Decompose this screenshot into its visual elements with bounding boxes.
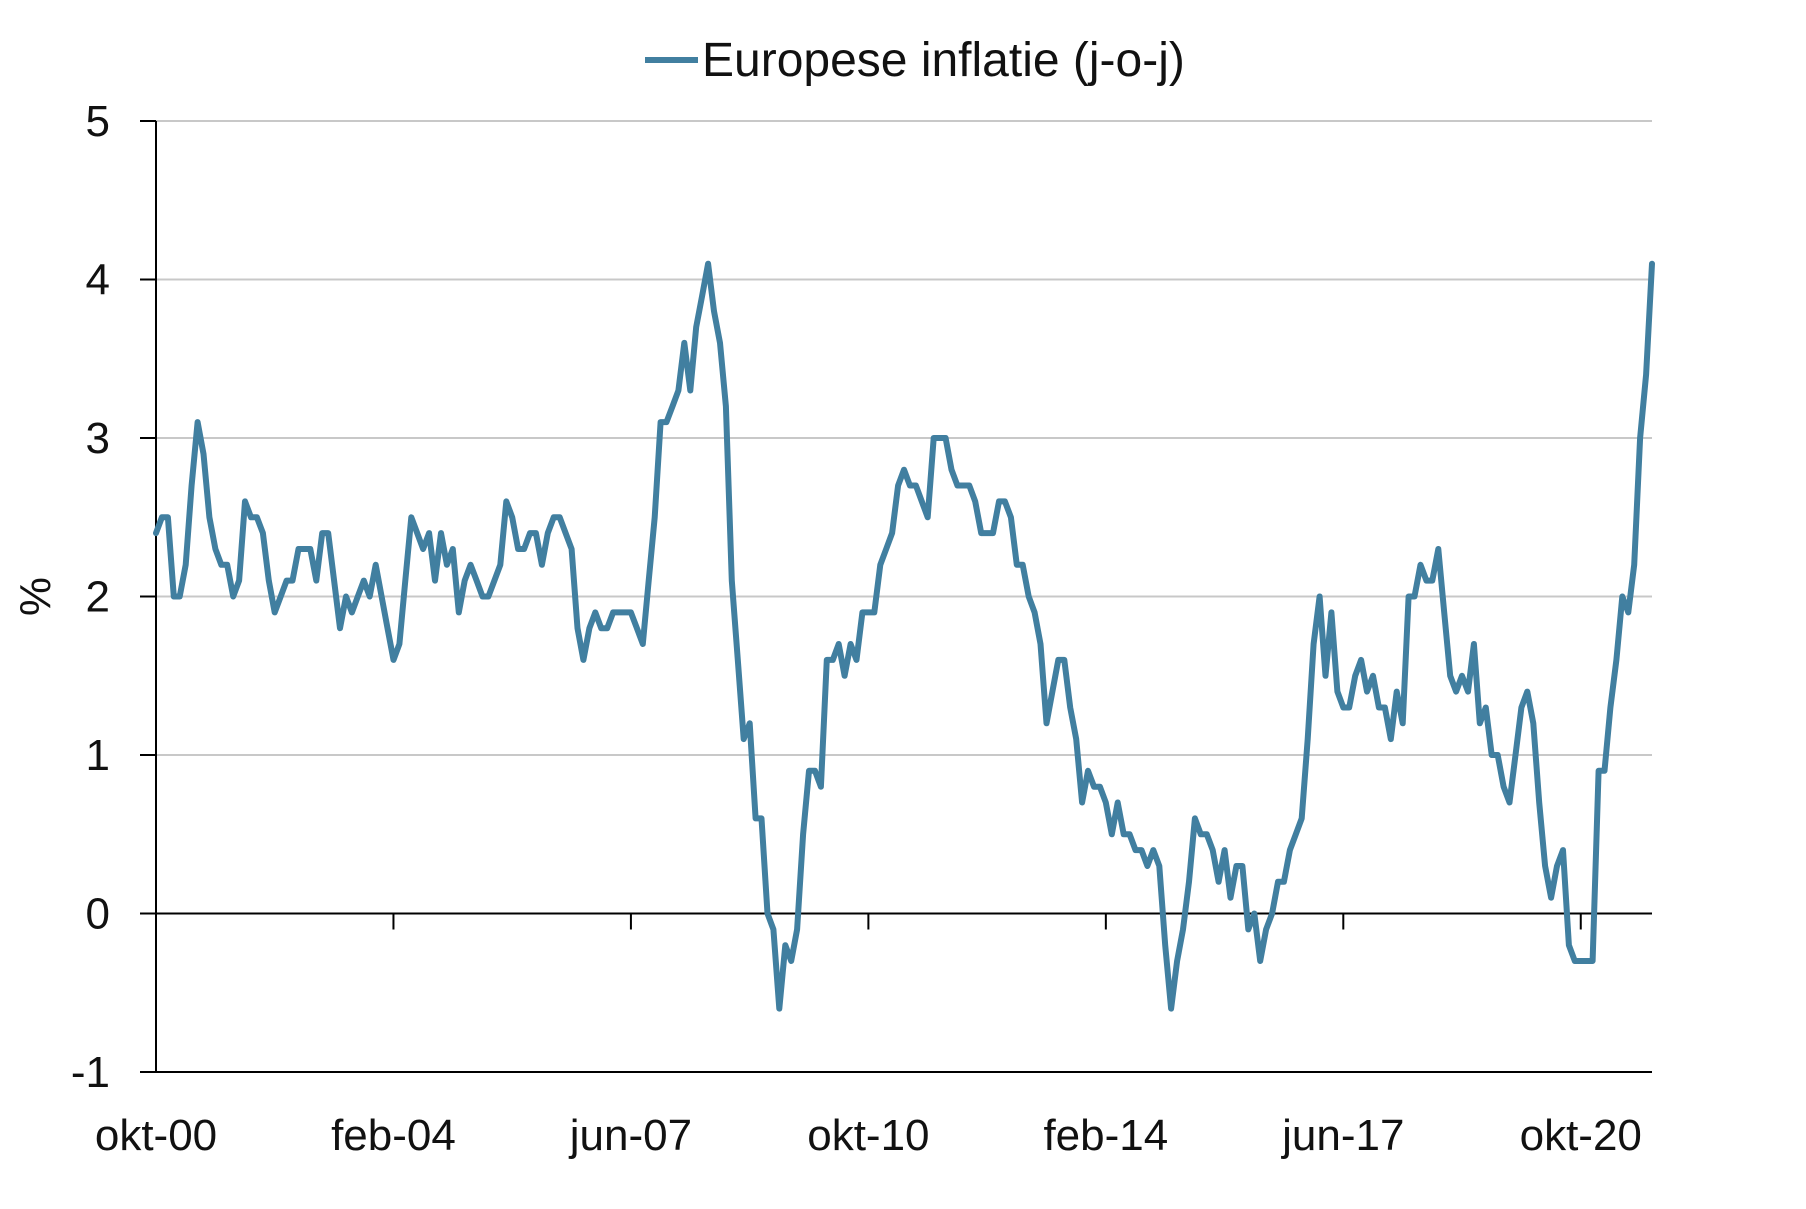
y-tick-label: -1 (71, 1048, 110, 1097)
legend-label: Europese inflatie (j-o-j) (702, 34, 1185, 87)
x-tick-label: okt-20 (1520, 1111, 1642, 1160)
y-tick-label: 3 (86, 414, 110, 463)
series-line-europese-inflatie (153, 260, 1655, 1012)
y-tick-label: 4 (86, 256, 110, 305)
axes: -1 0 1 2 3 4 5% okt-00 feb-04 jun-07 okt-10 feb-14 j… (11, 97, 1652, 1160)
x-tick-label: okt-10 (807, 1111, 929, 1160)
x-tick-label: okt-00 (95, 1111, 217, 1160)
y-tick-label: 5 (86, 97, 110, 146)
x-tick-label: jun-07 (568, 1111, 692, 1160)
series-layer (153, 260, 1655, 1012)
legend: Europese inflatie (j-o-j) (645, 34, 1185, 87)
x-tick-label: feb-14 (1043, 1111, 1168, 1160)
y-tick-label: 0 (86, 890, 110, 939)
x-tick-label: feb-04 (331, 1111, 456, 1160)
y-axis-title: % (11, 577, 60, 616)
y-tick-label: 2 (86, 573, 110, 622)
gridlines (156, 120, 1652, 756)
x-tick-label: jun-17 (1280, 1111, 1404, 1160)
y-tick-label: 1 (86, 731, 110, 780)
